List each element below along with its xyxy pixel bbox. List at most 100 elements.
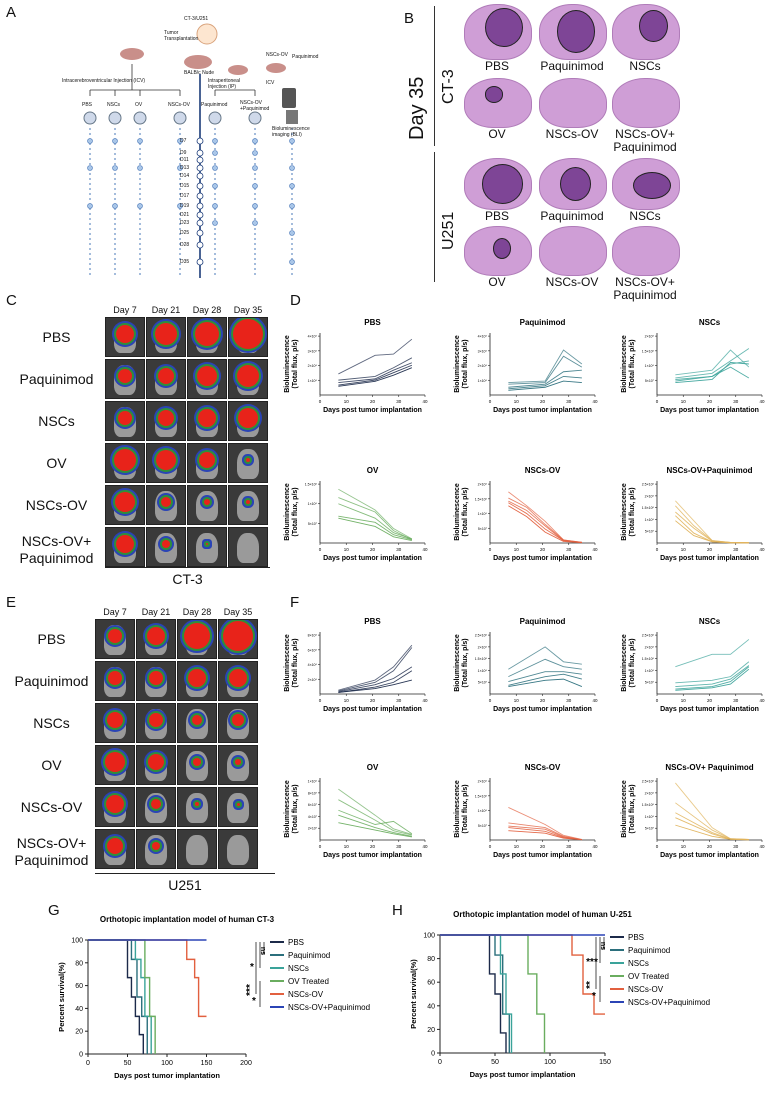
mouse-silhouette: [186, 834, 208, 865]
bioluminescence-signal: [114, 449, 136, 471]
brain-section: [539, 78, 607, 128]
group-row-label: OV: [46, 455, 67, 471]
bli-image: [187, 317, 227, 357]
bioluminescence-signal: [229, 669, 247, 687]
x-tick-label: 40: [592, 698, 598, 703]
bli-image: [218, 829, 258, 869]
y-tick-label: 8×10⁸: [308, 634, 318, 638]
day-label: D7: [180, 138, 187, 144]
mouse-silhouette: [196, 490, 218, 521]
group-row-label: NSCs-OV: [20, 799, 83, 815]
brain-section: [612, 4, 680, 60]
y-tick-label: 100: [423, 933, 435, 940]
bli-image: [136, 703, 176, 743]
x-tick-label: 100: [161, 1060, 173, 1067]
x-tick-label: 20: [707, 399, 713, 404]
y-tick-label: 1.5×10⁸: [305, 483, 318, 487]
balbc-label: BALB/c Nude: [184, 70, 215, 76]
x-axis-label: Days post tumor implantation: [323, 706, 422, 713]
bli-image: [218, 703, 258, 743]
day-label: D19: [180, 203, 190, 209]
bli-image: [177, 703, 217, 743]
x-tick-label: 30: [733, 844, 739, 849]
survival-curve: [88, 939, 148, 1054]
x-tick-label: 40: [759, 844, 765, 849]
chart-title: Paquinimod: [520, 318, 566, 327]
series-line: [338, 338, 413, 375]
y-tick-label: 3×10⁸: [308, 349, 318, 353]
y-axis-label: Percent survival(%): [57, 962, 66, 1032]
series-line: [338, 822, 412, 838]
bli-image: [105, 485, 145, 525]
chart-title: Orthotopic implantation model of human U…: [453, 910, 632, 919]
x-tick-label: 0: [489, 399, 492, 404]
legend-label: NSCs-OV: [628, 985, 664, 994]
bioluminescence-signal: [235, 759, 241, 765]
series-line: [508, 646, 582, 670]
x-tick-label: 40: [592, 844, 598, 849]
series-line: [338, 799, 412, 836]
series-line: [508, 375, 582, 390]
bli-line-chart: OV 0 10 20 30 40 2×10⁷ 4×10⁷ 6×10⁷ 8×10⁷ 1×10⁸ Biol…: [284, 763, 428, 859]
bli-image: [95, 619, 135, 659]
mouse-silhouette: [237, 490, 259, 521]
survival-curve: [440, 934, 605, 1015]
x-tick-label: 20: [707, 547, 713, 552]
significance-marker: ***: [586, 957, 598, 968]
tumor-region: [559, 166, 592, 201]
legend-label: OV Treated: [628, 972, 669, 981]
group-nscs-ov: NSCs-OV: [168, 102, 190, 108]
x-tick-label: 200: [240, 1060, 252, 1067]
y-tick-label: 5×10⁷: [308, 522, 318, 526]
bioluminescence-signal: [149, 713, 163, 727]
panel-c-caption: CT-3: [172, 571, 203, 587]
x-tick-label: 10: [344, 399, 350, 404]
y-tick-label: 1.5×10⁸: [475, 657, 488, 661]
x-tick-label: 30: [566, 399, 572, 404]
y-tick-label: 5×10⁷: [478, 681, 488, 685]
y-axis-label: Bioluminescence(Total flux, p/s): [284, 483, 299, 541]
paquinimod-label-top: Paquinimod: [292, 54, 319, 60]
bioluminescence-signal: [204, 499, 210, 505]
bioluminescence-signal: [246, 458, 250, 462]
legend-label: NSCs-OV+Paquinimod: [628, 998, 710, 1007]
y-tick-label: 1×10⁸: [478, 512, 488, 516]
mouse-silhouette: [186, 792, 208, 823]
series-line: [338, 814, 412, 837]
x-axis-label: Days post tumor implantation: [493, 407, 592, 414]
y-tick-label: 2×10⁸: [478, 780, 488, 784]
y-tick-label: 2.5×10⁸: [475, 634, 488, 638]
bli-image: [177, 829, 217, 869]
bli-image: [146, 443, 186, 483]
mouse-icon-nscov: [266, 63, 286, 73]
y-axis-label: Bioluminescence(Total flux, p/s): [621, 634, 636, 692]
brain-section: [539, 4, 607, 60]
x-tick-label: 0: [319, 844, 322, 849]
x-tick-label: 40: [592, 399, 598, 404]
bioluminescence-signal: [233, 319, 263, 349]
bli-image: [228, 443, 268, 483]
bioluminescence-signal: [107, 838, 123, 854]
panel-e-caption: U251: [168, 877, 202, 893]
x-tick-label: 20: [370, 399, 376, 404]
series-line: [675, 348, 750, 379]
group-row-label: Paquinimod: [19, 371, 94, 387]
day-marker: [196, 202, 204, 210]
bli-image: [146, 485, 186, 525]
bioluminescence-signal: [158, 368, 174, 384]
y-tick-label: 2×10⁷: [308, 827, 318, 831]
bli-image: [95, 787, 135, 827]
brain-section: [612, 78, 680, 128]
series-line: [508, 355, 583, 385]
bli-image: [105, 401, 145, 441]
bioluminescence-signal: [162, 540, 170, 548]
x-tick-label: 40: [422, 399, 428, 404]
day-marker: [196, 258, 204, 266]
y-axis-label: Bioluminescence(Total flux, p/s): [621, 483, 636, 541]
series-line: [508, 658, 582, 678]
bli-image: [218, 661, 258, 701]
y-tick-label: 20: [75, 1029, 83, 1036]
series-line: [508, 505, 582, 544]
chart-title: NSCs: [699, 318, 721, 327]
day-column-label: Day 28: [182, 607, 212, 617]
